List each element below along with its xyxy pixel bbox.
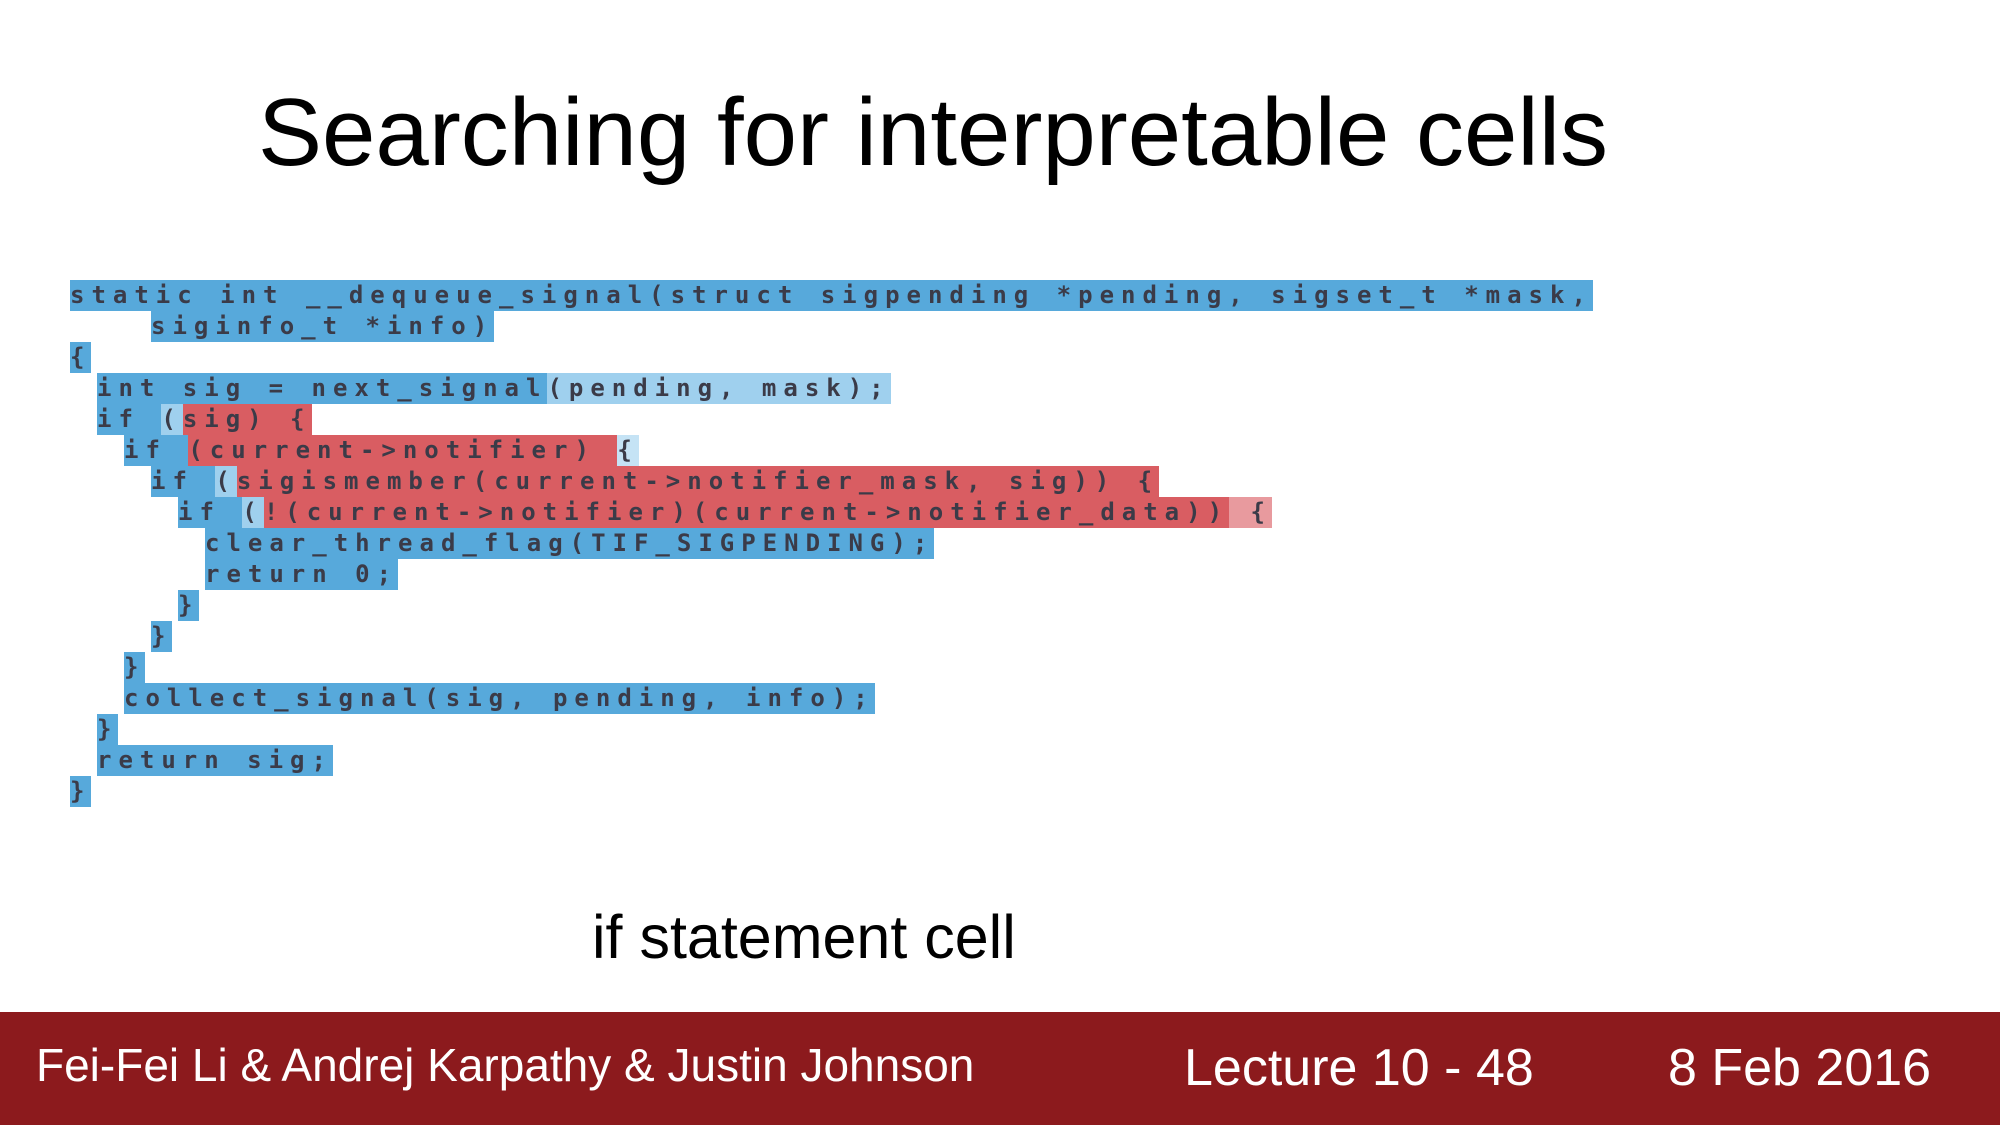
code-line: static int __dequeue_signal(struct sigpe… — [70, 280, 1593, 311]
code-token: if — [124, 435, 189, 466]
code-line: return 0; — [70, 559, 1593, 590]
code-token: } — [151, 621, 173, 652]
code-line: if (!(current->notifier)(current->notifi… — [70, 497, 1593, 528]
code-line: } — [70, 776, 1593, 807]
code-token: ( — [161, 404, 183, 435]
code-line: int sig = next_signal(pending, mask); — [70, 373, 1593, 404]
code-token: siginfo_t *info) — [151, 311, 495, 342]
code-token: ( — [215, 466, 237, 497]
code-token: } — [97, 714, 119, 745]
slide-title: Searching for interpretable cells — [258, 79, 1609, 186]
slide-caption: if statement cell — [592, 903, 1016, 971]
code-token: } — [70, 776, 92, 807]
code-token: ( — [242, 497, 264, 528]
footer-date: 8 Feb 2016 — [1668, 1039, 1932, 1097]
code-token: { — [617, 435, 639, 466]
code-line: } — [70, 652, 1593, 683]
code-line: siginfo_t *info) — [70, 311, 1593, 342]
code-token: collect_signal(sig, pending, info); — [124, 683, 875, 714]
code-line: { — [70, 342, 1593, 373]
code-token: return 0; — [205, 559, 399, 590]
code-token: } — [124, 652, 146, 683]
code-line: return sig; — [70, 745, 1593, 776]
code-line: if (sig) { — [70, 404, 1593, 435]
code-token: (current->notifier) — [188, 435, 618, 466]
code-token: { — [70, 342, 92, 373]
code-token: sig) { — [182, 404, 312, 435]
footer-bar: Fei-Fei Li & Andrej Karpathy & Justin Jo… — [0, 1012, 2000, 1125]
footer-authors: Fei-Fei Li & Andrej Karpathy & Justin Jo… — [36, 1039, 975, 1091]
code-line: clear_thread_flag(TIF_SIGPENDING); — [70, 528, 1593, 559]
code-token: if — [151, 466, 216, 497]
code-line: } — [70, 714, 1593, 745]
code-token: sigismember(current->notifier_mask, sig)… — [236, 466, 1160, 497]
code-token: } — [178, 590, 200, 621]
code-line: collect_signal(sig, pending, info); — [70, 683, 1593, 714]
code-token: __dequeue_signal(struct sigpending *pend… — [284, 280, 1593, 311]
code-line: if (current->notifier) { — [70, 435, 1593, 466]
code-line: } — [70, 590, 1593, 621]
code-token: static int — [70, 280, 285, 311]
code-token: (pending, mask); — [547, 373, 891, 404]
code-line: } — [70, 621, 1593, 652]
code-token: if — [97, 404, 162, 435]
code-token: return sig; — [97, 745, 333, 776]
code-visualization: static int __dequeue_signal(struct sigpe… — [70, 280, 1593, 807]
code-token: if — [178, 497, 243, 528]
code-line: if (sigismember(current->notifier_mask, … — [70, 466, 1593, 497]
code-token: !(current->notifier)(current->notifier_d… — [263, 497, 1230, 528]
code-token: { — [1229, 497, 1272, 528]
code-token: clear_thread_flag(TIF_SIGPENDING); — [205, 528, 935, 559]
footer-lecture-number: Lecture 10 - 48 — [1184, 1039, 1534, 1097]
code-token: int sig = next_signal — [97, 373, 548, 404]
